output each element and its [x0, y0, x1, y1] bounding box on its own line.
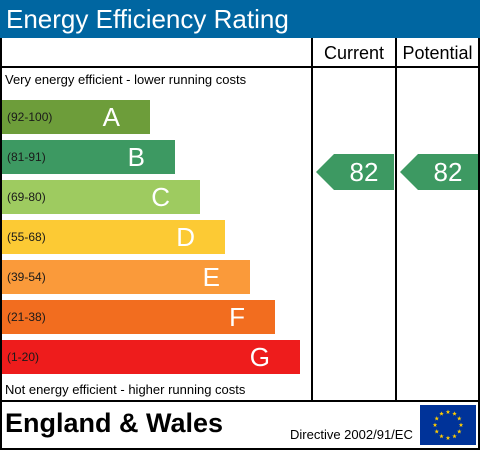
- band-e: (39-54) E: [2, 260, 250, 294]
- footer-divider: [0, 400, 480, 402]
- current-rating-arrow-value: 82: [349, 157, 379, 187]
- eu-star: [445, 409, 451, 414]
- eu-star: [452, 411, 457, 416]
- eu-star: [456, 429, 462, 434]
- band-range-label: (21-38): [7, 310, 46, 324]
- eu-star: [439, 433, 444, 439]
- current-rating-arrow: 82: [316, 154, 394, 190]
- band-b: (81-91) B: [2, 140, 175, 174]
- potential-header: Potential: [402, 43, 473, 63]
- band-f: (21-38) F: [2, 300, 275, 334]
- band-letter: E: [202, 262, 220, 292]
- eu-star: [445, 435, 451, 440]
- band-range-label: (1-20): [7, 350, 40, 364]
- band-letter: A: [102, 102, 120, 132]
- footer-directive: Directive 2002/91/EC: [290, 427, 413, 442]
- header-divider: [0, 66, 480, 68]
- right-border: [478, 38, 480, 450]
- current-column-divider: [311, 38, 313, 402]
- chart-title: Energy Efficiency Rating: [6, 4, 289, 34]
- band-letter: F: [229, 302, 245, 332]
- band-letter: D: [176, 222, 195, 252]
- top-caption: Very energy efficient - lower running co…: [5, 72, 247, 87]
- potential-column-divider: [395, 38, 397, 402]
- band-g: (1-20) G: [2, 340, 300, 374]
- band-range-label: (39-54): [7, 270, 46, 284]
- potential-rating-arrow-value: 82: [433, 157, 463, 187]
- eu-flag-icon: [420, 405, 476, 445]
- eu-star: [434, 429, 440, 434]
- left-border: [0, 38, 2, 450]
- eu-star: [439, 411, 444, 416]
- eu-star: [452, 433, 457, 439]
- current-header: Current: [323, 43, 385, 63]
- band-letter: C: [151, 182, 170, 212]
- band-c: (69-80) C: [2, 180, 200, 214]
- band-letter: G: [249, 342, 270, 372]
- band-range-label: (92-100): [7, 110, 53, 124]
- eu-star: [432, 422, 438, 427]
- current-rating-arrow-shape: [316, 154, 394, 190]
- eu-star: [456, 416, 462, 421]
- eu-star: [434, 416, 440, 421]
- title-bar: Energy Efficiency Rating: [0, 0, 480, 38]
- footer-region: England & Wales: [5, 408, 224, 438]
- potential-rating-arrow: 82: [400, 154, 478, 190]
- bottom-border: [0, 448, 480, 450]
- potential-rating-arrow-shape: [400, 154, 478, 190]
- band-range-label: (69-80): [7, 190, 46, 204]
- band-d: (55-68) D: [2, 220, 225, 254]
- band-range-label: (55-68): [7, 230, 46, 244]
- band-letter: B: [127, 142, 145, 172]
- band-a: (92-100) A: [2, 100, 150, 134]
- bottom-caption: Not energy efficient - higher running co…: [5, 382, 246, 397]
- eu-star: [458, 422, 464, 427]
- band-range-label: (81-91): [7, 150, 46, 164]
